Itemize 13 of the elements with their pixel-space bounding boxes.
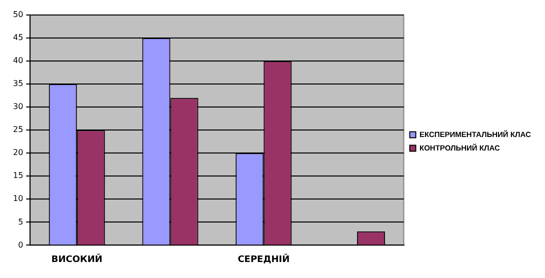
x-tick-label: СЕРЕДНІЙ: [238, 252, 290, 265]
y-tick-label: 40: [12, 56, 24, 66]
y-tick-label: 0: [18, 240, 24, 250]
y-tick-label: 35: [12, 79, 24, 88]
y-tick-label: 30: [12, 102, 24, 112]
y-tick-label: 25: [12, 125, 24, 134]
y-tick-label: 50: [12, 10, 24, 20]
x-tick-label: ВИСОКИЙ: [51, 252, 102, 265]
y-tick-label: 20: [12, 148, 24, 158]
y-tick-label: 5: [18, 217, 24, 226]
y-tick-label: 45: [12, 33, 24, 42]
y-tick-label: 15: [12, 171, 24, 180]
y-tick-label: 10: [12, 194, 24, 204]
